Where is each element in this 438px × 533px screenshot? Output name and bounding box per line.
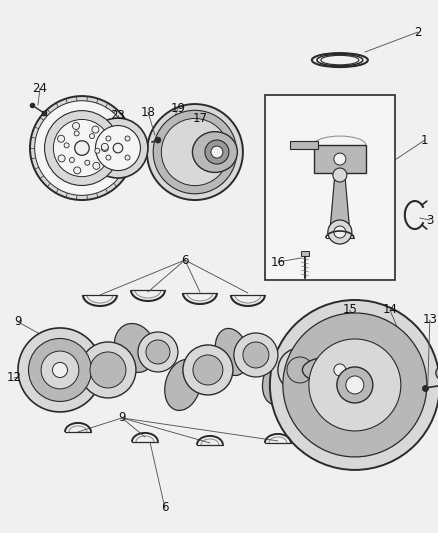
Circle shape bbox=[328, 220, 352, 244]
Circle shape bbox=[113, 143, 123, 153]
Bar bbox=[301, 251, 309, 256]
Text: 17: 17 bbox=[192, 111, 208, 125]
Circle shape bbox=[30, 96, 134, 200]
Circle shape bbox=[155, 137, 161, 143]
Circle shape bbox=[95, 148, 100, 154]
Circle shape bbox=[147, 104, 243, 200]
Circle shape bbox=[89, 134, 95, 139]
Text: 19: 19 bbox=[170, 102, 185, 115]
Polygon shape bbox=[330, 175, 350, 232]
Circle shape bbox=[18, 328, 102, 412]
Circle shape bbox=[138, 332, 178, 372]
Circle shape bbox=[101, 144, 108, 151]
Text: 18: 18 bbox=[141, 106, 155, 118]
Bar bbox=[290, 141, 318, 149]
Circle shape bbox=[346, 376, 364, 394]
Circle shape bbox=[183, 345, 233, 395]
Bar bbox=[265, 95, 395, 280]
Circle shape bbox=[211, 146, 223, 158]
Circle shape bbox=[92, 126, 99, 133]
Text: 6: 6 bbox=[181, 254, 189, 266]
Circle shape bbox=[95, 126, 141, 171]
Ellipse shape bbox=[165, 359, 201, 410]
Circle shape bbox=[53, 119, 110, 176]
Circle shape bbox=[70, 157, 74, 163]
Text: 23: 23 bbox=[110, 109, 125, 122]
Circle shape bbox=[106, 155, 111, 160]
Text: 14: 14 bbox=[382, 303, 397, 317]
Circle shape bbox=[74, 167, 81, 174]
Circle shape bbox=[64, 143, 69, 148]
Circle shape bbox=[125, 155, 130, 160]
Circle shape bbox=[333, 168, 347, 182]
Text: 6: 6 bbox=[161, 502, 169, 514]
Circle shape bbox=[161, 118, 229, 185]
Circle shape bbox=[53, 362, 67, 377]
Ellipse shape bbox=[262, 359, 293, 405]
Circle shape bbox=[80, 342, 136, 398]
Circle shape bbox=[88, 118, 148, 178]
Circle shape bbox=[125, 136, 130, 141]
Circle shape bbox=[146, 340, 170, 364]
Text: 12: 12 bbox=[7, 372, 21, 384]
Circle shape bbox=[334, 153, 346, 165]
Circle shape bbox=[35, 101, 129, 196]
Circle shape bbox=[85, 160, 90, 165]
Circle shape bbox=[58, 155, 65, 162]
Circle shape bbox=[90, 352, 126, 388]
Text: 9: 9 bbox=[118, 411, 126, 424]
Ellipse shape bbox=[192, 132, 237, 173]
Circle shape bbox=[28, 338, 92, 401]
Text: 1: 1 bbox=[421, 134, 428, 147]
Circle shape bbox=[45, 111, 120, 185]
Ellipse shape bbox=[215, 328, 248, 376]
Circle shape bbox=[205, 140, 229, 164]
Ellipse shape bbox=[302, 357, 357, 383]
Circle shape bbox=[75, 141, 89, 155]
Circle shape bbox=[101, 143, 108, 150]
Bar bbox=[314, 145, 366, 173]
Text: 9: 9 bbox=[14, 316, 22, 328]
Circle shape bbox=[337, 367, 373, 403]
Circle shape bbox=[287, 357, 313, 383]
Circle shape bbox=[278, 348, 322, 392]
Circle shape bbox=[74, 131, 79, 136]
Text: 16: 16 bbox=[270, 255, 286, 269]
Circle shape bbox=[41, 351, 79, 389]
Circle shape bbox=[106, 136, 111, 141]
Text: 3: 3 bbox=[426, 214, 434, 227]
Circle shape bbox=[73, 123, 80, 130]
Circle shape bbox=[243, 342, 269, 368]
Text: 15: 15 bbox=[343, 303, 357, 317]
Circle shape bbox=[309, 339, 401, 431]
Circle shape bbox=[334, 364, 346, 376]
Text: 13: 13 bbox=[422, 313, 437, 327]
Circle shape bbox=[283, 313, 427, 457]
Circle shape bbox=[57, 135, 64, 142]
Ellipse shape bbox=[114, 324, 155, 373]
Circle shape bbox=[436, 366, 438, 380]
Circle shape bbox=[193, 355, 223, 385]
Circle shape bbox=[234, 333, 278, 377]
Circle shape bbox=[270, 300, 438, 470]
Circle shape bbox=[153, 110, 237, 194]
Text: 2: 2 bbox=[414, 26, 422, 38]
Text: 24: 24 bbox=[32, 82, 47, 94]
Circle shape bbox=[334, 226, 346, 238]
Circle shape bbox=[93, 163, 100, 169]
